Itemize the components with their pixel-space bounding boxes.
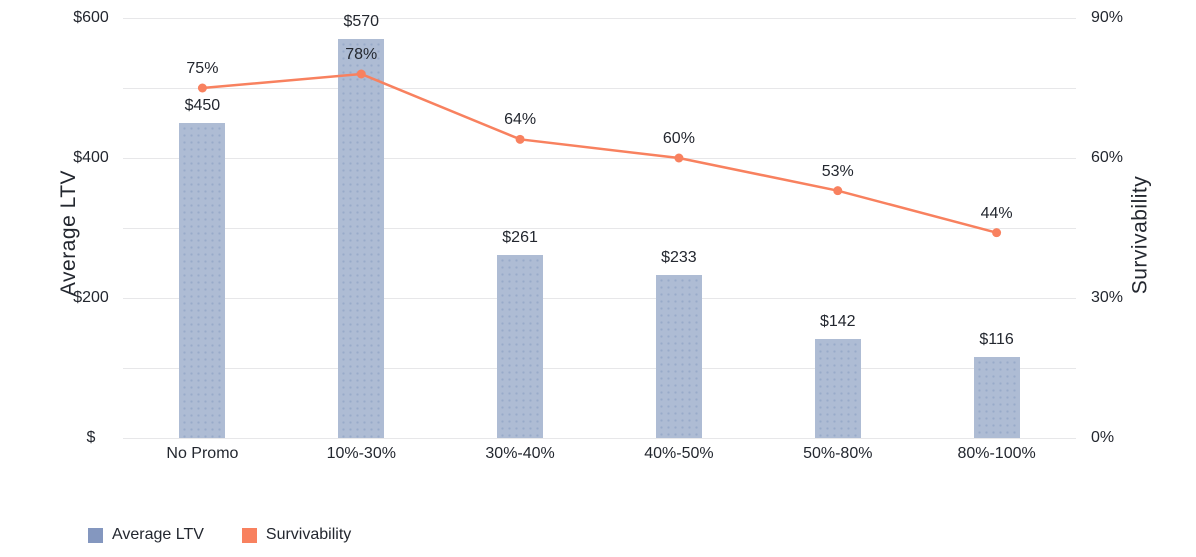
left-axis-tick: $600 [73,9,109,26]
legend-label: Average LTV [112,526,204,543]
bar-average-ltv[interactable] [973,356,1020,438]
line-path [202,72,997,234]
x-axis-category-label: No Promo [166,445,239,462]
gridline [123,158,1076,159]
legend-swatch [241,527,257,543]
line-point[interactable] [515,134,525,144]
bar-average-ltv[interactable] [179,123,226,438]
bar-value-label: $142 [819,312,856,330]
bar-value-label: $450 [184,97,221,114]
line-point[interactable] [197,83,207,93]
line-value-label: 78% [345,46,378,63]
left-axis-tick: $200 [73,289,109,306]
line-point[interactable] [992,228,1002,238]
gridline [123,228,1076,229]
line-value-label: 53% [821,162,854,180]
bar-value-label: $261 [502,229,538,247]
gridline [123,88,1076,89]
line-value-label: 75% [186,60,219,77]
x-axis-category-label: 40%-50% [644,445,714,462]
left-axis-title: Average LTV [57,169,81,297]
right-axis-title: Survivability [1128,175,1152,295]
line-point[interactable] [833,186,843,196]
left-axis-tick: $ [86,429,96,446]
line-value-label: 60% [662,130,695,147]
legend-label: Survivability [265,526,352,543]
right-axis-tick: 90% [1091,9,1124,26]
legend-item-average-ltv[interactable]: Average LTV [88,526,204,544]
line-value-label: 64% [504,111,537,129]
x-axis-category-label: 30%-40% [485,445,555,462]
right-axis-tick: 30% [1091,289,1124,306]
bar-average-ltv[interactable] [655,274,702,438]
line-point[interactable] [356,69,366,79]
plot-area: No Promo 10%-30% 30%-40% 40%-50% 50%-80% 80%-… [123,13,1076,462]
bar-value-label: $570 [343,13,380,30]
x-axis-category-label: 50%-80% [803,445,873,462]
bar-value-label: $116 [979,330,1014,348]
left-axis-tick: $400 [73,149,109,166]
right-axis-tick: 0% [1091,429,1115,446]
gridline [123,18,1076,19]
legend: Average LTV Survivability [88,526,351,544]
gridline [123,438,1076,439]
bar-average-ltv[interactable] [814,338,861,438]
line-point[interactable] [674,153,684,163]
gridline [123,368,1076,369]
x-axis-category-label: 80%-100% [957,445,1036,462]
legend-item-survivability[interactable]: Survivability [241,526,352,544]
bar-average-ltv[interactable] [497,255,544,438]
bar-value-label: $233 [661,248,697,266]
gridline [123,298,1076,299]
x-axis-category-label: 10%-30% [326,445,396,462]
legend-swatch [88,527,103,543]
line-series-survivability [197,69,1002,238]
bar-average-ltv[interactable] [338,39,385,438]
right-axis-tick: 60% [1091,149,1124,166]
line-value-label: 44% [980,204,1013,222]
